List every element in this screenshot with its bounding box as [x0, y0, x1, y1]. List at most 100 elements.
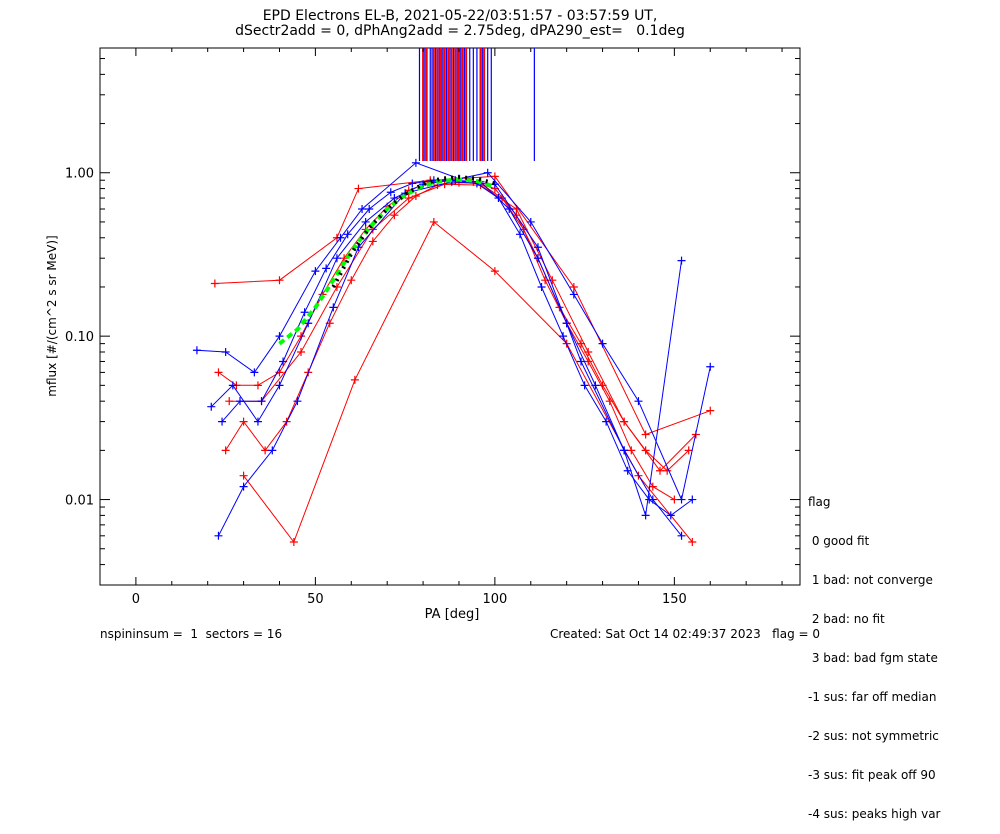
data-point: [214, 531, 223, 540]
data-point: [663, 466, 672, 475]
data-point: [225, 397, 234, 406]
data-point: [605, 397, 614, 406]
y-tick-label: 0.10: [65, 330, 94, 345]
series-line: [218, 181, 682, 537]
data-point: [279, 357, 288, 366]
data-layer: [192, 48, 715, 546]
data-point: [569, 282, 578, 291]
data-point: [253, 417, 262, 426]
data-point: [239, 417, 248, 426]
fit-curve: [278, 177, 496, 346]
data-point: [257, 397, 266, 406]
data-point: [648, 495, 657, 504]
data-point: [214, 368, 223, 377]
data-point: [526, 217, 535, 226]
legend-item: 0 good fit: [808, 534, 870, 548]
data-point: [350, 375, 359, 384]
series-line: [196, 162, 711, 502]
data-point: [591, 381, 600, 390]
axis-layer: 0 50 100 150 0.01 0.10 1.00: [65, 48, 800, 607]
data-point: [268, 446, 277, 455]
y-tick-label: 1.00: [65, 167, 94, 182]
series-line: [225, 182, 675, 501]
data-point: [297, 347, 306, 356]
data-point: [562, 319, 571, 328]
data-point: [304, 319, 313, 328]
legend-title: flag: [808, 495, 831, 509]
x-tick-label: 0: [132, 592, 140, 607]
data-point: [236, 397, 244, 406]
data-point: [239, 471, 248, 480]
footer-right: Created: Sat Oct 14 02:49:37 2023 flag =…: [550, 627, 821, 641]
series-line: [218, 179, 690, 472]
data-point: [602, 417, 611, 426]
data-point: [620, 446, 629, 455]
legend-item: 1 bad: not converge: [808, 573, 933, 587]
data-point: [336, 233, 345, 242]
data-point: [677, 495, 686, 504]
data-point: [584, 357, 593, 366]
data-point: [559, 332, 568, 341]
data-point: [250, 368, 259, 377]
legend-item: -4 sus: peaks high var: [808, 807, 941, 821]
series-line: [214, 175, 711, 436]
legend-item: 2 bad: no fit: [808, 612, 885, 626]
data-point: [408, 179, 417, 188]
series-line: [229, 183, 697, 472]
data-point: [289, 537, 298, 546]
data-point: [666, 511, 675, 520]
data-point: [641, 511, 650, 520]
data-point: [641, 430, 650, 439]
flag-legend: flag 0 good fit 1 bad: not converge 2 ba…: [808, 470, 940, 834]
data-point: [670, 495, 679, 504]
data-point: [275, 332, 284, 341]
y-axis-label: mflux [#/(cm^2 s sr MeV)]: [45, 235, 59, 396]
data-point: [677, 256, 686, 265]
data-point: [577, 357, 586, 366]
data-point: [580, 381, 589, 390]
data-point: [347, 276, 356, 285]
header-line-1: EPD Electrons EL-B, 2021-05-22/03:51:57 …: [262, 8, 658, 24]
data-point: [210, 279, 219, 288]
data-point: [300, 308, 309, 317]
header-line-2: dSectr2add = 0, dPhAng2add = 2.75deg, dP…: [235, 23, 685, 39]
data-point: [386, 188, 395, 197]
data-point: [404, 194, 413, 203]
data-point: [706, 362, 715, 371]
data-point: [533, 254, 542, 263]
data-point: [293, 397, 302, 406]
data-point: [358, 204, 367, 213]
data-point: [332, 254, 341, 263]
data-point: [429, 217, 438, 226]
data-point: [598, 339, 607, 348]
data-point: [192, 346, 201, 355]
data-point: [411, 158, 420, 167]
x-tick-label: 150: [662, 592, 687, 607]
footer-left: nspininsum = 1 sectors = 16: [100, 627, 283, 641]
data-point: [207, 402, 216, 411]
data-point: [343, 230, 352, 239]
series-line: [243, 221, 693, 544]
data-point: [537, 282, 546, 291]
data-point: [275, 381, 284, 390]
legend-item: -3 sus: fit peak off 90: [808, 768, 936, 782]
legend-item: -1 sus: far off median: [808, 690, 937, 704]
data-point: [261, 446, 270, 455]
x-tick-label: 50: [307, 592, 324, 607]
x-tick-label: 100: [482, 592, 507, 607]
data-point: [361, 217, 370, 226]
data-point: [275, 276, 284, 285]
chart: 0 50 100 150 0.01 0.10 1.00 PA [deg] mflux [#/…: [45, 47, 801, 622]
series-line: [221, 179, 693, 517]
series-line: [210, 179, 682, 537]
data-point: [688, 495, 697, 504]
legend-item: 3 bad: bad fgm state: [808, 651, 938, 665]
data-point: [494, 194, 503, 203]
data-point: [483, 168, 492, 177]
data-point: [368, 237, 377, 246]
data-point: [365, 204, 374, 213]
data-point: [390, 211, 399, 220]
data-point: [239, 482, 248, 491]
data-point: [311, 267, 320, 276]
data-point: [490, 172, 499, 181]
